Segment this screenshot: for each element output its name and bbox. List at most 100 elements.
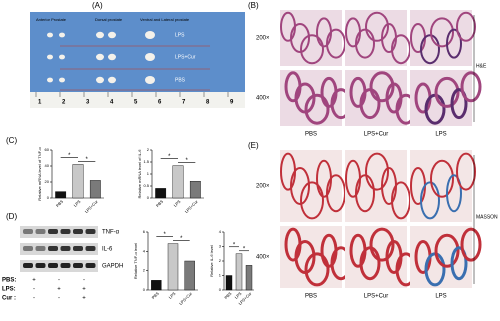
x-tick-label: LPS+Cur	[84, 198, 100, 214]
significance-mark: *	[243, 246, 246, 252]
tissue-structure	[365, 11, 389, 42]
y-tick-label: 1	[147, 171, 150, 176]
y-tick-label: 1.5	[143, 159, 149, 164]
condition-sign: -	[58, 278, 60, 284]
tissue-structure	[420, 34, 440, 65]
tissue-structure	[456, 152, 476, 191]
ruler-number: 7	[182, 100, 186, 106]
magnification: 400×	[256, 96, 270, 102]
condition-label: Cur :	[2, 296, 16, 302]
blot-band	[73, 246, 83, 251]
tissue	[145, 31, 155, 39]
blot-band	[73, 263, 83, 268]
blot-band	[23, 246, 33, 251]
blot-band	[85, 263, 96, 268]
y-axis-label: Relative TNF-α level	[133, 243, 138, 279]
blot-band	[35, 246, 46, 251]
tissue-structure	[450, 246, 468, 281]
x-tick-label: PBS	[55, 199, 64, 208]
y-tick-label: 2	[147, 147, 150, 152]
magnification: 400×	[256, 255, 270, 261]
x-tick-label: PBS	[155, 199, 164, 208]
stain-label: H&E	[476, 63, 487, 69]
photo-header: Dorsal prostate	[95, 17, 123, 22]
tissue	[145, 53, 155, 61]
bar	[172, 165, 184, 199]
tissue	[96, 53, 104, 61]
bar	[72, 164, 84, 199]
y-tick-label: 0	[219, 287, 222, 292]
tissue-structure	[290, 167, 310, 205]
x-tick-label: PBS	[223, 291, 232, 300]
ruler-number: 8	[206, 100, 210, 106]
stain-label: MASSON	[476, 214, 498, 220]
condition-sign: -	[58, 296, 60, 302]
y-tick-label: 1	[219, 273, 222, 278]
group-label: LPS+Cur	[364, 132, 389, 138]
tissue-structure	[304, 252, 330, 287]
y-axis-label: Relative mRNA level of TNF-α	[37, 147, 42, 201]
condition-label: PBS:	[2, 278, 16, 284]
ruler-number: 3	[86, 100, 90, 106]
bar	[235, 253, 243, 291]
tissue	[59, 54, 65, 60]
blot-band	[48, 263, 58, 268]
panel-label: (D)	[6, 212, 17, 221]
y-tick-label: 0	[143, 287, 146, 292]
tissue-structure	[369, 227, 395, 262]
blot-band	[73, 229, 83, 234]
condition-sign: +	[82, 287, 86, 293]
x-tick-label: LPS+Cur	[184, 198, 200, 214]
y-axis-label: Relative mRNA level of IL-6	[137, 149, 142, 199]
tissue-structure	[365, 152, 389, 191]
blot-band	[85, 229, 96, 234]
tissue-structure	[304, 93, 330, 125]
tissue-structure	[460, 71, 482, 103]
condition-sign: -	[33, 296, 35, 302]
photo-row-label: PBS	[175, 77, 186, 83]
magnification: 200×	[256, 36, 270, 42]
x-tick-label: LPS	[234, 291, 243, 300]
tissue-structure	[446, 28, 462, 59]
y-tick-label: 4	[219, 229, 222, 234]
y-tick-label: 0	[147, 195, 150, 200]
tissue	[145, 76, 155, 84]
y-tick-label: 20	[45, 179, 50, 184]
tissue	[96, 76, 104, 84]
x-tick-label: LPS	[168, 291, 177, 300]
y-tick-label: 2	[219, 258, 222, 263]
tissue-structure	[434, 233, 460, 268]
y-tick-label: 3	[219, 244, 222, 249]
significance-mark: *	[85, 157, 88, 163]
blot-band	[23, 263, 33, 268]
condition-sign: +	[82, 296, 86, 302]
tissue	[47, 32, 53, 38]
group-label: LPS	[435, 294, 446, 300]
x-tick-label: LPS	[173, 199, 182, 208]
y-axis-label: Relative IL-6 level	[209, 245, 214, 277]
tissue-structure	[434, 76, 460, 108]
tissue	[108, 76, 116, 84]
y-tick-label: 40	[45, 163, 50, 168]
ruler-number: 2	[62, 100, 66, 106]
tissue-structure	[355, 174, 375, 213]
bar	[184, 260, 195, 291]
significance-mark: *	[168, 154, 171, 160]
tissue-structure	[460, 227, 482, 262]
protein-label: TNF-α	[102, 230, 120, 236]
panel-label: (B)	[248, 1, 259, 10]
bar	[167, 243, 179, 291]
bar	[155, 188, 167, 199]
y-tick-label: 60	[45, 147, 50, 152]
y-tick-label: 4	[143, 248, 146, 253]
photo-row-label: LPS+Cur	[175, 54, 196, 60]
panel-label: (E)	[248, 141, 259, 150]
tissue-structure	[369, 71, 395, 103]
tissue-structure	[430, 159, 454, 198]
blot-band	[60, 246, 71, 251]
bar	[225, 275, 233, 291]
x-tick-label: LPS+Cur	[178, 290, 194, 306]
tissue-structure	[355, 28, 375, 59]
y-tick-label: 0	[47, 195, 50, 200]
